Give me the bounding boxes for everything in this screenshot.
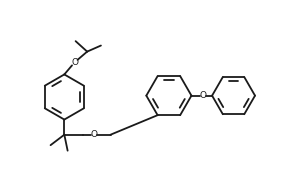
Text: O: O <box>200 91 207 100</box>
Text: O: O <box>91 130 97 139</box>
Text: O: O <box>71 58 78 67</box>
